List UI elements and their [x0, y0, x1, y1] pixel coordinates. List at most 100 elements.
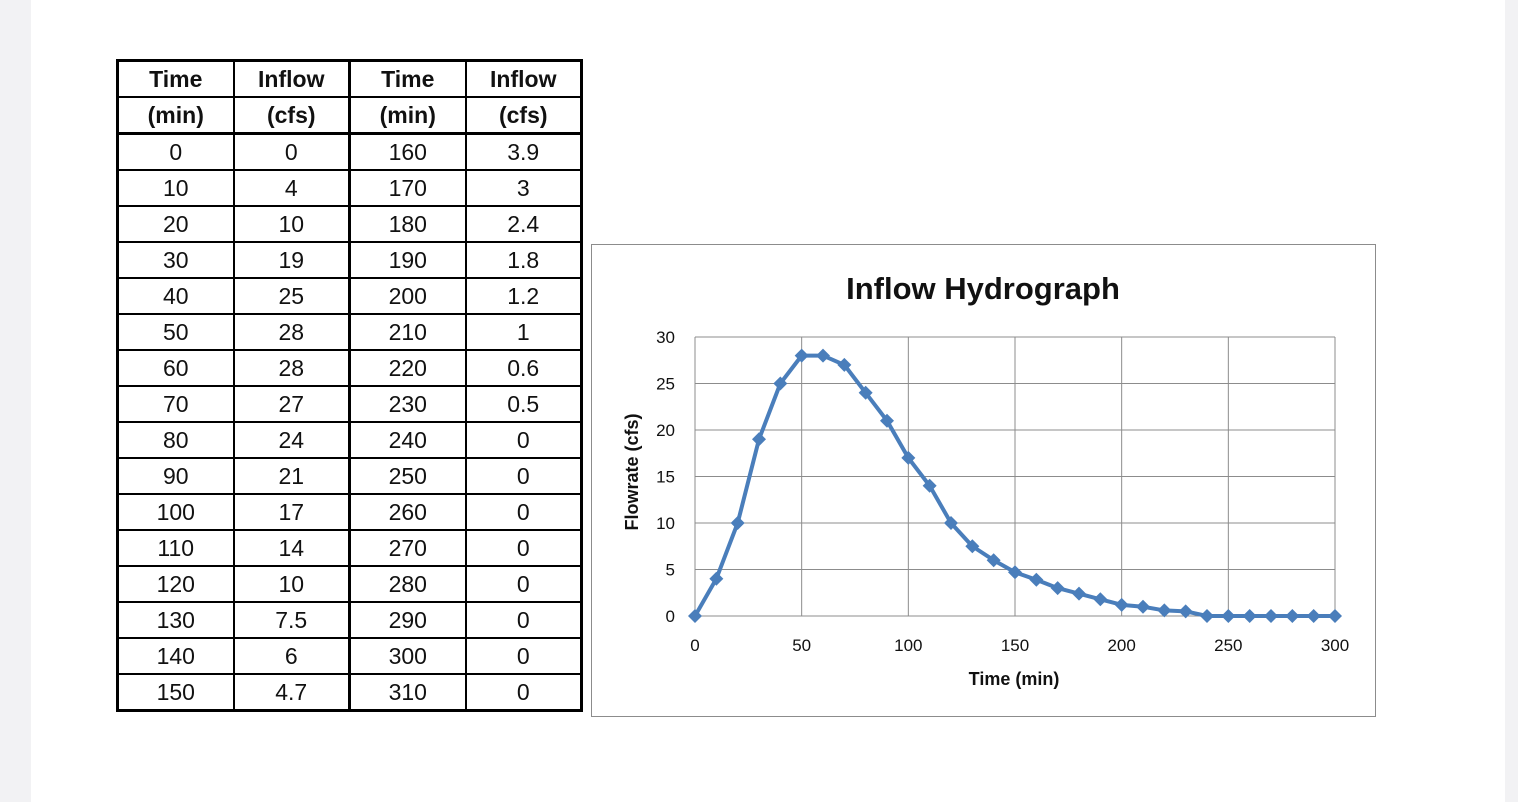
data-point-marker	[1114, 597, 1129, 612]
table-cell: 28	[232, 349, 351, 387]
table-row: 40 25 200 1.2	[116, 277, 583, 315]
table-cell: 0	[116, 132, 235, 171]
x-tick-label: 150	[1001, 636, 1029, 655]
table-cell: 27	[232, 385, 351, 423]
data-point-marker	[730, 516, 745, 530]
header-cell: (cfs)	[464, 96, 583, 135]
table-row: 90 21 250 0	[116, 457, 583, 495]
table-row: 70 27 230 0.5	[116, 385, 583, 423]
data-point-marker	[1050, 581, 1065, 596]
table-cell: 240	[348, 421, 467, 459]
table-cell: 3	[464, 169, 583, 207]
table-cell: 120	[116, 565, 235, 603]
table-cell: 0.6	[464, 349, 583, 387]
table-cell: 6	[232, 637, 351, 675]
data-point-marker	[1178, 604, 1193, 619]
table-cell: 310	[348, 673, 467, 712]
table-cell: 190	[348, 241, 467, 279]
data-point-marker	[1306, 609, 1321, 623]
table-cell: 21	[232, 457, 351, 495]
table-row: 120 10 280 0	[116, 565, 583, 603]
y-tick-label: 10	[656, 514, 675, 533]
table-row: 20 10 180 2.4	[116, 205, 583, 243]
table-cell: 1.8	[464, 241, 583, 279]
x-tick-label: 100	[894, 636, 922, 655]
data-point-marker	[1328, 609, 1342, 623]
table-cell: 0	[464, 529, 583, 567]
data-point-marker	[1072, 586, 1086, 601]
x-tick-label: 200	[1107, 636, 1135, 655]
table-cell: 300	[348, 637, 467, 675]
y-tick-label: 30	[656, 328, 675, 347]
table-row: 110 14 270 0	[116, 529, 583, 567]
data-point-marker	[1200, 609, 1214, 623]
data-point-marker	[858, 385, 873, 400]
data-point-marker	[1242, 609, 1257, 623]
y-tick-label: 25	[656, 375, 675, 394]
table-cell: 4	[232, 169, 351, 207]
header-cell: Time	[116, 59, 235, 98]
table-cell: 3.9	[464, 132, 583, 171]
table-cell: 0	[464, 673, 583, 712]
table-cell: 100	[116, 493, 235, 531]
table-cell: 250	[348, 457, 467, 495]
table-cell: 0	[464, 457, 583, 495]
table-cell: 7.5	[232, 601, 351, 639]
data-point-marker	[1264, 609, 1278, 623]
data-point-marker	[1008, 565, 1022, 580]
table-cell: 14	[232, 529, 351, 567]
table-cell: 220	[348, 349, 467, 387]
x-tick-label: 300	[1321, 636, 1349, 655]
table-cell: 140	[116, 637, 235, 675]
table-cell: 80	[116, 421, 235, 459]
table-cell: 70	[116, 385, 235, 423]
data-point-marker	[816, 348, 830, 363]
table-row: 130 7.5 290 0	[116, 601, 583, 639]
table-header-row: (min) (cfs) (min) (cfs)	[116, 96, 583, 135]
table-cell: 280	[348, 565, 467, 603]
table-cell: 200	[348, 277, 467, 315]
table-cell: 2.4	[464, 205, 583, 243]
chart-title: Inflow Hydrograph	[846, 271, 1120, 306]
data-point-marker	[794, 348, 809, 363]
table-cell: 0	[232, 132, 351, 171]
table-cell: 10	[232, 565, 351, 603]
table-row: 50 28 210 1	[116, 313, 583, 351]
table-cell: 40	[116, 277, 235, 315]
x-axis-label: Time (min)	[969, 669, 1060, 689]
table-row: 80 24 240 0	[116, 421, 583, 459]
x-tick-label: 250	[1214, 636, 1242, 655]
chart-svg: Inflow Hydrograph Time (min) Flowrate (c…	[622, 271, 1349, 689]
header-cell: Time	[348, 59, 467, 98]
table-cell: 290	[348, 601, 467, 639]
table-cell: 230	[348, 385, 467, 423]
data-point-marker	[1136, 599, 1150, 614]
x-tick-label: 50	[792, 636, 811, 655]
table-cell: 10	[116, 169, 235, 207]
data-point-marker	[986, 553, 1001, 568]
data-point-marker	[688, 609, 702, 623]
data-point-marker	[709, 571, 724, 586]
table-cell: 4.7	[232, 673, 351, 712]
data-point-marker	[752, 432, 766, 447]
header-cell: (cfs)	[232, 96, 351, 135]
data-point-marker	[1093, 592, 1108, 607]
y-tick-label: 0	[666, 607, 675, 626]
x-tick-label: 0	[690, 636, 699, 655]
table-cell: 170	[348, 169, 467, 207]
table-row: 30 19 190 1.8	[116, 241, 583, 279]
table-cell: 30	[116, 241, 235, 279]
table-row: 0 0 160 3.9	[116, 132, 583, 171]
y-tick-label: 15	[656, 468, 675, 487]
table-cell: 110	[116, 529, 235, 567]
table-header-row: Time Inflow Time Inflow	[116, 59, 583, 98]
header-cell: Inflow	[464, 59, 583, 98]
table-cell: 19	[232, 241, 351, 279]
table-cell: 24	[232, 421, 351, 459]
data-point-marker	[1221, 609, 1236, 623]
table-cell: 90	[116, 457, 235, 495]
table-cell: 0	[464, 637, 583, 675]
table-cell: 25	[232, 277, 351, 315]
data-point-marker	[773, 376, 788, 391]
table-row: 150 4.7 310 0	[116, 673, 583, 712]
